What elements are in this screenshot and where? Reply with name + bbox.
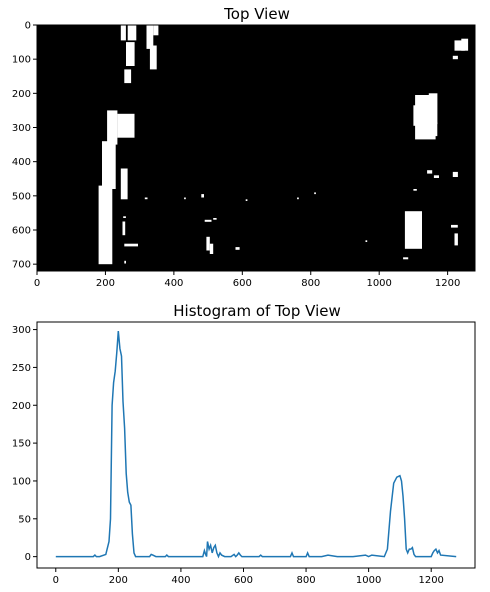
lane-pixel-blob — [127, 25, 137, 41]
lane-pixel-blob — [430, 122, 438, 137]
lane-pixel-blob — [451, 224, 458, 228]
lane-pixel-blob — [120, 25, 126, 41]
x-tick-label: 1000 — [366, 278, 391, 289]
lane-pixel-blob — [201, 194, 204, 198]
y-tick-label: 400 — [12, 157, 31, 168]
x-tick-label: 400 — [164, 278, 183, 289]
y-tick-label: 100 — [12, 476, 31, 487]
lane-pixel-blob — [209, 243, 214, 254]
y-tick-label: 0 — [25, 21, 31, 32]
histogram-title: Histogram of Top View — [173, 302, 340, 320]
lane-pixel-blob — [461, 38, 469, 51]
lane-pixel-blob — [124, 243, 138, 247]
lane-pixel-blob — [314, 192, 316, 195]
lane-pixel-blob — [126, 42, 135, 66]
top-view-title: Top View — [223, 5, 290, 23]
lane-pixel-blob — [433, 175, 439, 178]
x-tick-label: 800 — [297, 575, 316, 586]
y-tick-label: 300 — [12, 325, 31, 336]
x-tick-label: 1200 — [435, 278, 460, 289]
y-tick-label: 500 — [12, 191, 31, 202]
lane-pixel-blob — [204, 219, 212, 222]
lane-pixel-blob — [102, 141, 116, 189]
lane-pixel-blob — [427, 170, 433, 174]
lane-pixel-blob — [454, 233, 458, 246]
histogram-panel: Histogram of Top View 0 200 400 600 800 1000 1… — [12, 302, 476, 586]
lane-pixel-blob — [123, 216, 126, 218]
top-view-y-ticks: 0 100 200 300 400 500 600 700 — [12, 21, 37, 271]
y-tick-label: 300 — [12, 123, 31, 134]
lane-pixel-blob — [107, 110, 118, 145]
y-tick-label: 50 — [18, 514, 31, 525]
top-view-panel: Top View 0 200 400 600 800 1000 1200 0 100 200 30… — [12, 5, 476, 289]
lane-pixel-blob — [146, 25, 154, 49]
top-view-pixels — [98, 25, 469, 265]
lane-pixel-blob — [452, 55, 458, 60]
y-tick-label: 200 — [12, 89, 31, 100]
lane-pixel-blob — [98, 185, 113, 265]
lane-pixel-blob — [413, 189, 417, 191]
x-tick-label: 200 — [109, 575, 128, 586]
x-tick-label: 1000 — [356, 575, 381, 586]
lane-pixel-blob — [122, 221, 126, 236]
y-tick-label: 100 — [12, 55, 31, 66]
top-view-axes-frame — [36, 24, 476, 272]
top-view-x-ticks: 0 200 400 600 800 1000 1200 — [34, 271, 460, 289]
lane-pixel-blob — [184, 197, 186, 200]
lane-pixel-blob — [454, 40, 465, 51]
lane-pixel-blob — [149, 45, 157, 70]
lane-pixel-blob — [117, 113, 135, 138]
x-tick-label: 0 — [53, 575, 59, 586]
lane-pixel-blob — [144, 197, 148, 200]
lane-pixel-blob — [120, 168, 128, 200]
x-tick-label: 400 — [171, 575, 190, 586]
y-tick-label: 150 — [12, 439, 31, 450]
lane-pixel-blob — [124, 260, 126, 264]
y-tick-label: 0 — [25, 552, 31, 563]
lane-pixel-blob — [124, 69, 132, 84]
lane-pixel-blob — [403, 257, 409, 260]
y-tick-label: 200 — [12, 401, 31, 412]
x-tick-label: 200 — [96, 278, 115, 289]
lane-pixel-blob — [297, 197, 299, 200]
x-tick-label: 600 — [234, 575, 253, 586]
lane-pixel-blob — [235, 247, 240, 250]
lane-pixel-blob — [452, 171, 458, 177]
y-tick-label: 250 — [12, 363, 31, 374]
x-tick-label: 0 — [34, 278, 40, 289]
lane-pixel-blob — [245, 199, 248, 201]
lane-pixel-blob — [410, 214, 417, 246]
lane-pixel-blob — [206, 236, 210, 251]
histogram-x-ticks: 0 200 400 600 800 1000 1200 — [53, 568, 444, 586]
x-tick-label: 1200 — [418, 575, 443, 586]
x-tick-label: 600 — [233, 278, 252, 289]
histogram-y-ticks: 0 50 100 150 200 250 300 — [12, 325, 37, 563]
histogram-axes-frame — [36, 321, 476, 569]
lane-pixel-blob — [213, 218, 217, 220]
x-tick-label: 800 — [301, 278, 320, 289]
y-tick-label: 600 — [12, 226, 31, 237]
lane-pixel-blob — [153, 25, 159, 36]
lane-pixel-blob — [365, 240, 368, 242]
lane-pixel-blob — [428, 93, 438, 125]
histogram-series-line — [55, 331, 457, 559]
y-tick-label: 700 — [12, 260, 31, 271]
